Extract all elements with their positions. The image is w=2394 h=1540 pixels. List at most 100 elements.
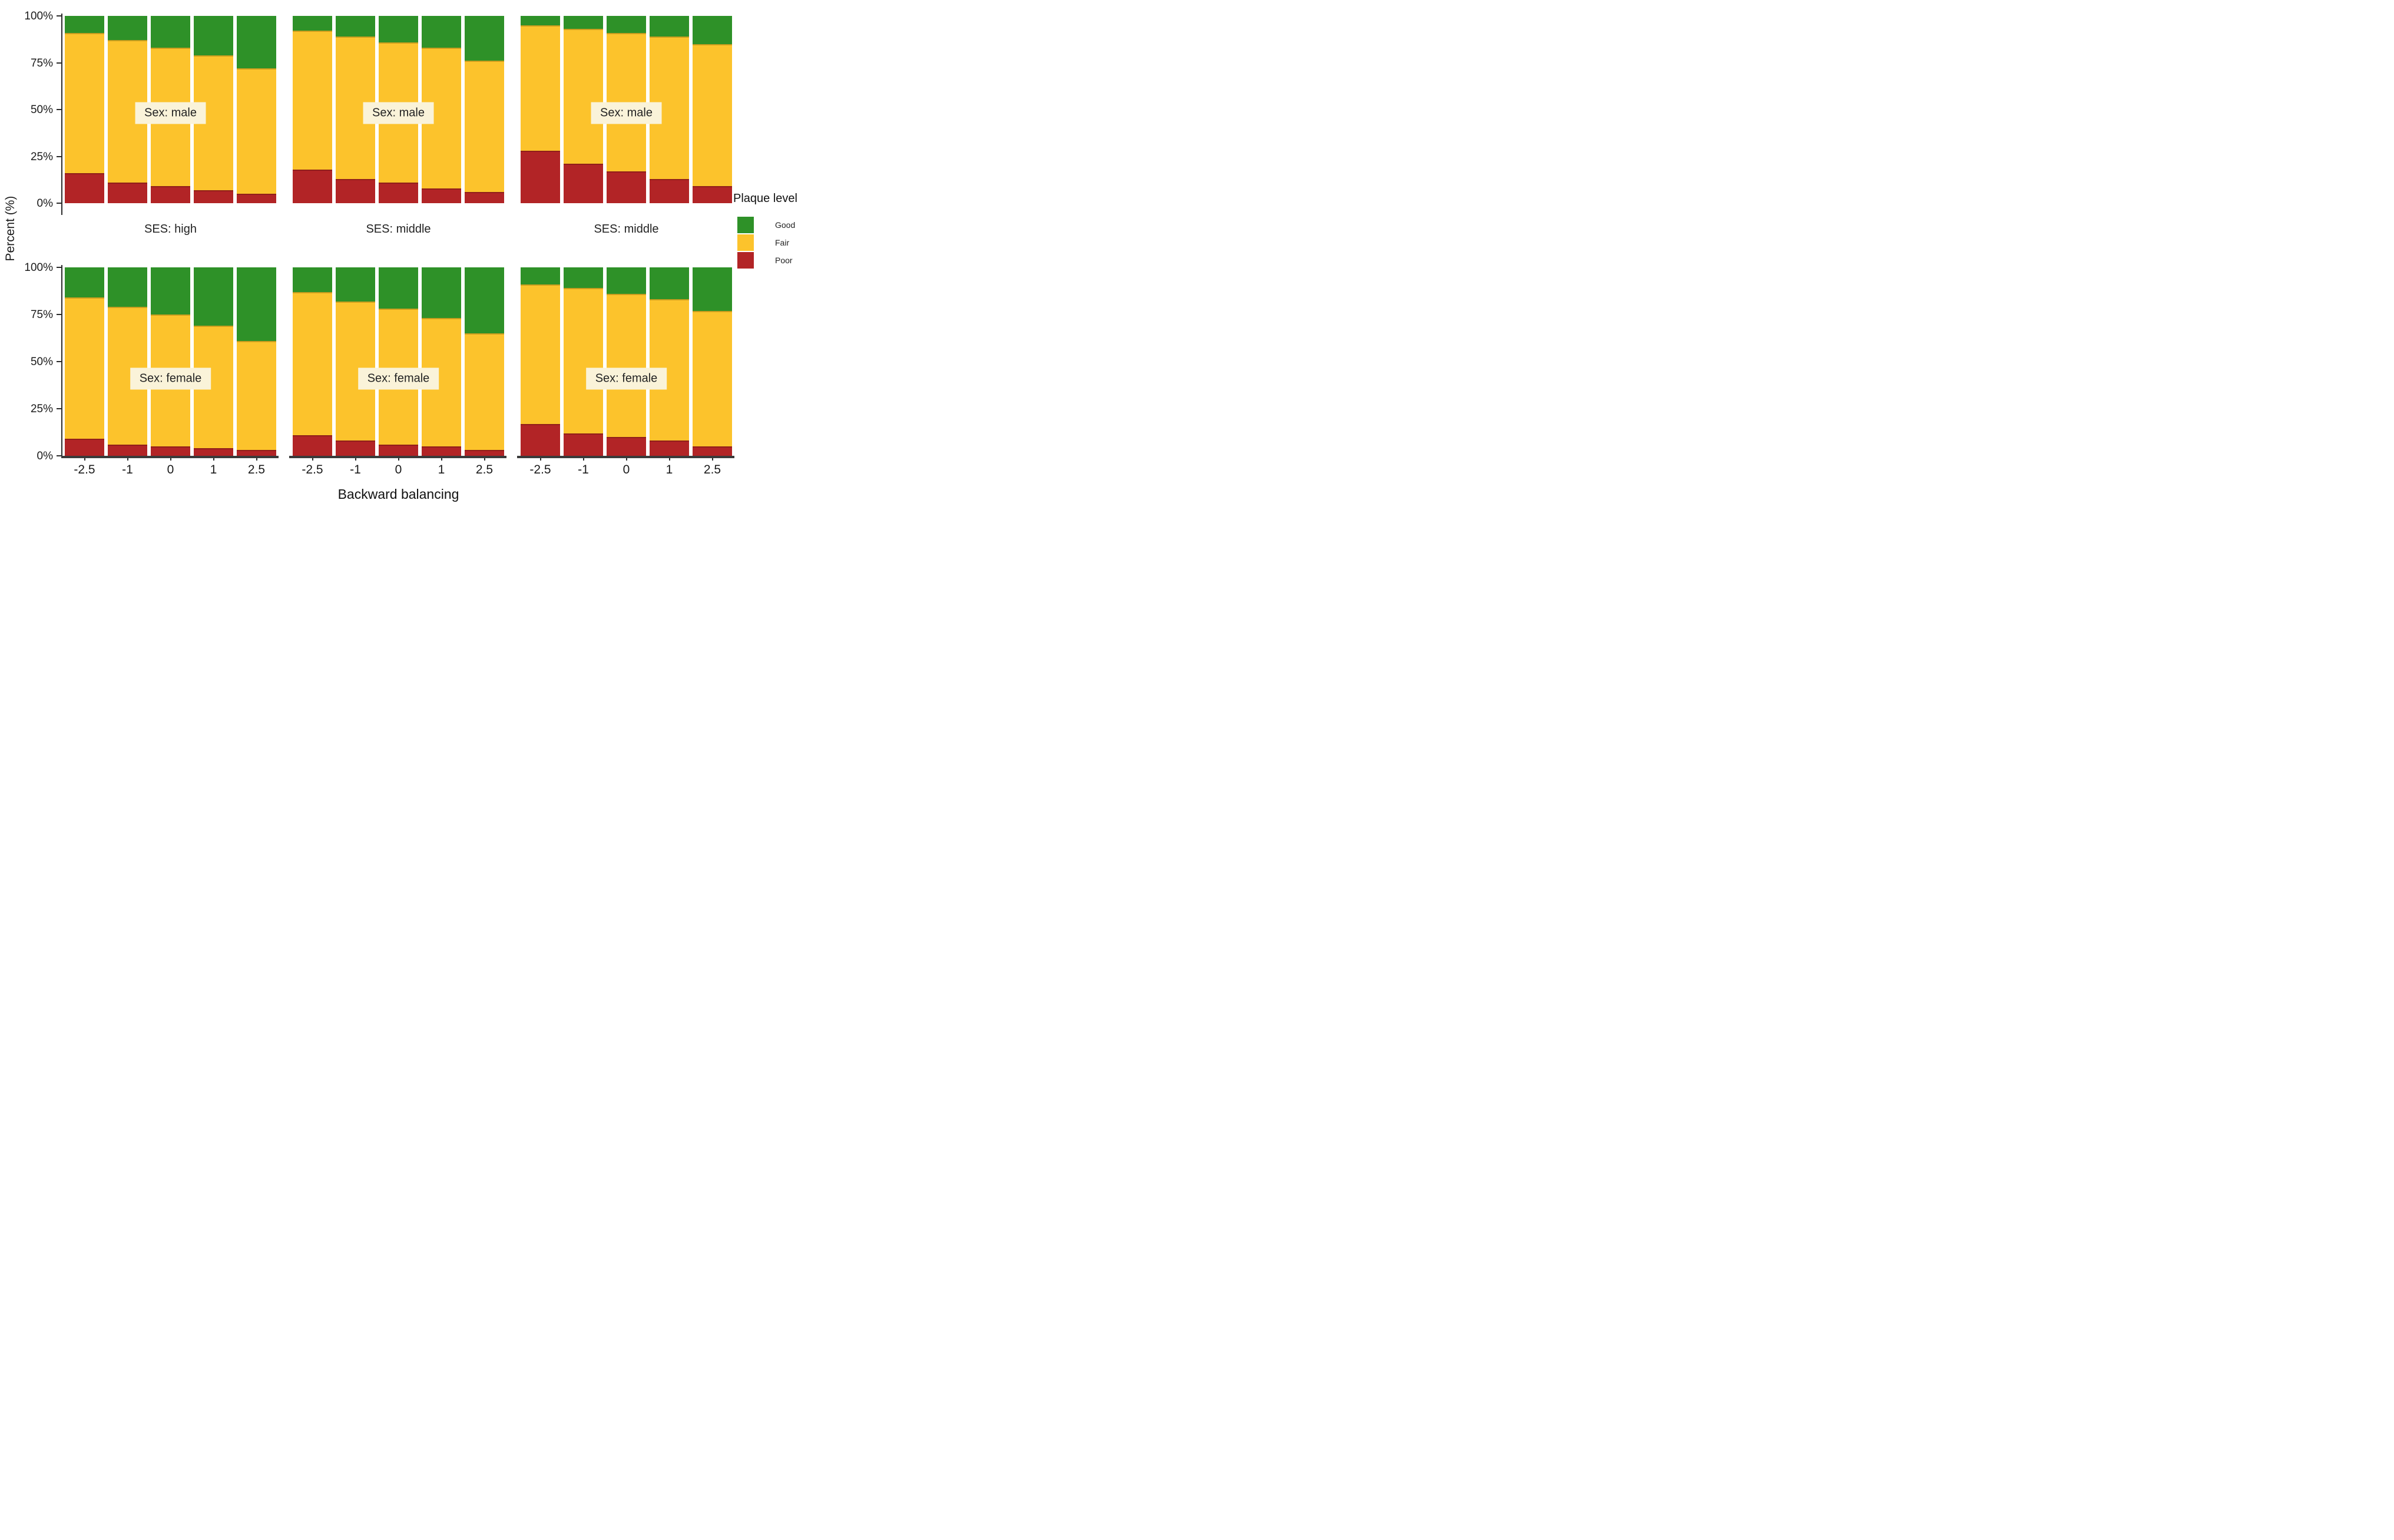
x-tick-mark [355,456,356,461]
x-tick-cell: 2.5 [693,456,732,477]
x-tick-cell: -2.5 [521,456,560,477]
x-axis-line [61,456,279,458]
bar-segment-fair [465,333,504,451]
stacked-bar [194,267,233,456]
bar-segment-fair [65,297,104,439]
y-tick-mark [57,62,62,64]
x-tick-cell: 1 [650,456,689,477]
y-tick-label: 50% [30,104,53,116]
legend-label: Fair [775,238,790,247]
bar-segment-good [293,267,332,292]
bar-segment-good [65,267,104,298]
stacked-bar [293,267,332,456]
bar-segment-poor [564,433,603,456]
bar-segment-fair [564,288,603,433]
x-tick-label: 0 [622,463,630,476]
stacked-bar [693,16,732,203]
x-tick-mark [668,456,670,461]
bar-segment-poor [336,178,375,203]
bar-segment-good [564,16,603,29]
bar-segment-poor [237,450,276,456]
y-tick-label: 0% [37,450,53,462]
bar-segment-fair [564,29,603,164]
x-tick-label: 0 [167,463,174,476]
bar-segment-fair [293,292,332,435]
stacked-bar [693,267,732,456]
x-tick-mark [539,456,541,461]
bar-segment-poor [650,441,689,456]
stacked-bar [607,267,646,456]
bar-segment-poor [521,423,560,456]
stacked-bar [237,267,276,456]
y-tick-label: 75% [30,57,53,69]
x-tick-mark [398,456,399,461]
y-tick-mark [57,15,62,16]
bar-segment-fair [521,25,560,151]
y-tick-mark [57,455,62,456]
y-axis-line [61,265,62,457]
bar-segment-poor [151,446,190,456]
bar-segment-poor [564,164,603,203]
legend-item: Poor [737,251,797,269]
bar-segment-poor [521,150,560,203]
legend-swatch-good [737,217,754,233]
y-tick-mark [57,155,62,157]
y-tick-label: 25% [30,403,53,415]
stacked-bar-figure: Percent (%) 0% 25% 50% 75% 100% Sex: male Sex:… [0,0,798,514]
stacked-bar [521,267,560,456]
bar-segment-poor [379,183,418,203]
facet-panel: Sex: female -2.5 -1 0 1 2.5 [517,267,734,476]
bar-segment-good [336,16,375,37]
stacked-bar [151,267,190,456]
stacked-bar [336,267,375,456]
y-tick-label: 75% [30,309,53,321]
bar-segment-poor [194,190,233,203]
x-tick-mark [170,456,171,461]
bar-segment-fair [693,44,732,187]
bar-segment-fair [65,32,104,174]
y-tick-label: 100% [24,261,53,274]
bar-segment-fair [607,293,646,437]
facet-strip-label: SES: high [144,223,197,236]
bar-segment-poor [108,183,147,203]
y-tick-label: 100% [24,10,53,22]
x-tick-cell: -2.5 [293,456,332,477]
facet-strip-label: SES: middle [366,223,431,236]
bar-segment-good [564,267,603,289]
facet-strip-label: SES: middle [594,223,659,236]
y-tick-mark [57,314,62,315]
bar-segment-good [650,267,689,300]
y-tick-mark [57,361,62,362]
x-tick-cell: 0 [607,456,646,477]
legend-swatch-poor [737,252,754,269]
stacked-bar [564,267,603,456]
x-tick-cell: 1 [422,456,461,477]
bar-segment-poor [465,450,504,456]
bar-segment-poor [293,435,332,456]
x-tick-mark [484,456,485,461]
facet-panel: Sex: female -2.5 -1 0 1 2.5 [289,267,506,476]
x-tick-mark [127,456,128,461]
facet-panel: Sex: male [65,16,276,203]
x-tick-label: 1 [210,463,217,476]
legend-items: Good Fair Poor [737,216,797,269]
bar-segment-poor [693,446,732,456]
y-tick-mark [57,109,62,110]
sex-facet-label: Sex: male [135,102,206,124]
y-tick-mark [57,203,62,204]
bar-segment-fair [521,284,560,424]
legend: Plaque level Good Fair Poor [733,192,797,269]
bar-segment-good [465,16,504,61]
x-tick-label: -1 [578,463,589,476]
x-tick-cell: 2.5 [465,456,504,477]
bar-segment-fair [237,68,276,194]
x-tick-label: 1 [665,463,673,476]
bar-segment-poor [108,444,147,456]
x-tick-label: 2.5 [475,463,494,476]
x-tick-cell: -1 [108,456,147,477]
x-tick-mark [441,456,442,461]
bar-segment-poor [336,441,375,456]
x-tick-label: -1 [350,463,361,476]
x-tick-row: -2.5 -1 0 1 2.5 [293,456,504,477]
bar-segment-fair [465,61,504,192]
